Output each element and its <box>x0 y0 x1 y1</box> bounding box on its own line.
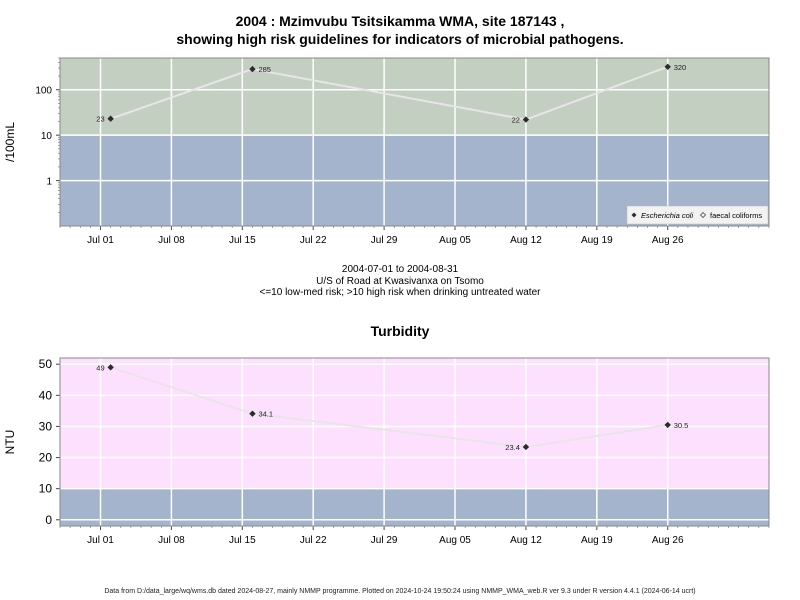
data-point <box>107 115 114 122</box>
data-label: 22 <box>512 116 520 125</box>
y-axis-label: /100mL <box>3 122 17 162</box>
x-tick-label: Jul 29 <box>371 235 398 246</box>
data-point <box>522 443 530 451</box>
turbidity-chart: Jul 01 Jul 08 Jul 15 Jul 22 Jul 29 Aug 05 Aug … <box>3 357 770 546</box>
series-line <box>110 366 668 448</box>
x-tick-label: Jul 22 <box>300 235 327 246</box>
data-point <box>664 421 671 429</box>
y-tick-label: 20 <box>39 451 53 465</box>
legend-marker <box>700 212 706 218</box>
data-label: 30.5 <box>674 421 689 430</box>
x-tick-label: Jul 01 <box>87 235 114 246</box>
data-point <box>664 63 671 71</box>
y-axis-label: NTU <box>3 430 17 455</box>
chart-title-line2: showing high risk guidelines for indicat… <box>176 31 624 47</box>
chart-title-line1: 2004 : Mzimvubu Tsitsikamma WMA, site 18… <box>235 13 565 29</box>
x-tick-label: Jul 29 <box>371 535 398 546</box>
legend: Escherichia coli faecal coliforms <box>626 205 769 225</box>
x-tick-label: Aug 26 <box>652 235 684 246</box>
data-point <box>249 410 256 417</box>
y-tick-label: 30 <box>39 419 53 433</box>
caption-risk-note: <=10 low-med risk; >10 high risk when dr… <box>259 287 541 298</box>
y-tick-label: 50 <box>39 357 53 371</box>
high-risk-band <box>60 358 769 489</box>
x-tick-label: Aug 26 <box>652 535 684 546</box>
x-tick-label: Aug 19 <box>581 235 613 246</box>
data-point <box>249 65 256 73</box>
x-tick-label: Jul 01 <box>87 535 114 546</box>
data-label: 23 <box>96 115 104 124</box>
microbial-chart: Jul 01 Jul 08 Jul 15 Jul 22 Jul 29 Aug 05 Aug … <box>3 57 770 246</box>
legend-marker <box>631 212 637 218</box>
x-tick-label: Aug 12 <box>510 235 542 246</box>
legend-label: faecal coliforms <box>710 211 762 220</box>
y-tick-label: 10 <box>41 131 53 142</box>
y-tick-label: 100 <box>35 86 52 97</box>
x-tick-label: Aug 05 <box>439 235 471 246</box>
x-tick-label: Aug 12 <box>510 535 542 546</box>
plot-frame <box>59 357 770 527</box>
data-label: 285 <box>258 65 271 74</box>
plot-frame <box>59 57 770 227</box>
x-tick-label: Jul 15 <box>229 535 256 546</box>
series-line <box>110 65 669 121</box>
y-tick-label: 10 <box>39 482 53 496</box>
data-label: 320 <box>674 63 687 72</box>
data-point <box>107 364 114 371</box>
x-tick-label: Aug 05 <box>439 535 471 546</box>
x-tick-label: Jul 08 <box>158 535 185 546</box>
y-tick-label: 40 <box>39 388 53 402</box>
data-point <box>522 116 530 123</box>
x-tick-label: Jul 15 <box>229 235 256 246</box>
legend-label: Escherichia coli <box>641 211 693 220</box>
data-label: 34.1 <box>258 410 273 419</box>
y-tick-label: 0 <box>45 513 52 527</box>
caption-date-range: 2004-07-01 to 2004-08-31 <box>341 264 459 275</box>
data-label: 23.4 <box>505 443 520 452</box>
caption-site: U/S of Road at Kwasivanxa on Tsomo <box>316 276 484 287</box>
y-tick-label: 1 <box>46 177 52 188</box>
legend-box <box>626 205 769 225</box>
x-tick-label: Jul 08 <box>158 235 185 246</box>
x-tick-label: Aug 19 <box>581 535 613 546</box>
data-label: 49 <box>96 363 104 372</box>
high-risk-band <box>60 58 769 136</box>
turbidity-title: Turbidity <box>370 323 430 339</box>
x-tick-label: Jul 22 <box>300 535 327 546</box>
footer-note: Data from D:/data_large/wq/wms.db dated … <box>104 588 696 595</box>
